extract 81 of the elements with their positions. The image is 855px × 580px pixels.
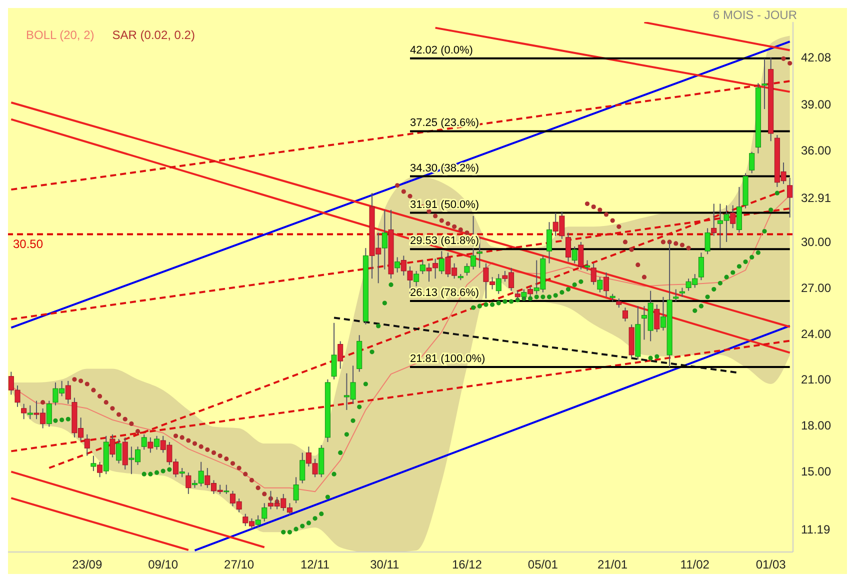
candlestick — [262, 502, 268, 522]
candlestick — [673, 288, 679, 302]
candlestick — [224, 484, 230, 494]
candlestick — [496, 274, 502, 294]
candlestick — [116, 438, 122, 464]
x-tick-label: 27/10 — [224, 558, 254, 572]
candlestick — [97, 461, 103, 478]
y-tick-label: 42.08 — [801, 50, 832, 65]
candlestick — [382, 209, 388, 270]
series-label: 21.81 (100.0%) — [410, 353, 486, 366]
candlestick — [420, 260, 426, 275]
text: SAR (0.02, 0.2) — [112, 28, 195, 42]
candlestick — [590, 262, 596, 286]
candlestick — [65, 380, 71, 404]
series-label: 34.30 (38.2%) — [410, 162, 480, 174]
candlestick — [730, 204, 736, 229]
candlestick — [679, 287, 685, 298]
x-tick-label: 09/10 — [148, 558, 178, 572]
candlestick — [154, 435, 160, 450]
y-tick-label: 36.00 — [801, 144, 832, 158]
x-tick-label: 05/01 — [528, 558, 558, 572]
chart-subtitle: 6 MOIS - JOUR — [712, 8, 797, 22]
series-label: 42.02 (0.0%) — [410, 44, 473, 56]
x-tick-label: 16/12 — [452, 558, 482, 572]
y-tick-label: 39.00 — [801, 98, 832, 112]
candlestick — [578, 241, 584, 270]
y-tick-label: 24.00 — [801, 326, 832, 341]
candlestick — [331, 322, 337, 380]
x-tick-label: 23/09 — [72, 558, 102, 572]
x-tick-label: 30/11 — [370, 558, 400, 572]
candlestick — [110, 434, 116, 458]
series-label: 26.13 (78.6%) — [410, 287, 480, 300]
candlestick — [704, 228, 710, 255]
candlestick — [603, 272, 609, 298]
y-tick-label: 32.91 — [801, 190, 832, 205]
candlestick — [438, 250, 444, 275]
candlestick — [122, 436, 128, 470]
candlestick — [21, 403, 27, 420]
candlestick — [27, 404, 33, 420]
candlestick — [293, 476, 299, 504]
candlestick — [736, 186, 742, 234]
series-label: 37.25 (23.6%) — [410, 117, 480, 130]
candlestick — [622, 307, 628, 322]
ref-line-label: 30.50 — [13, 236, 44, 251]
candlestick — [414, 270, 420, 287]
candlestick — [394, 256, 400, 273]
candlestick — [787, 177, 793, 218]
candlestick — [762, 58, 768, 110]
candlestick — [300, 452, 306, 484]
x-tick-label: 21/01 — [598, 558, 628, 572]
candlestick — [546, 222, 552, 264]
y-tick-label: 15.00 — [801, 464, 832, 478]
x-tick-label: 01/03 — [756, 558, 786, 572]
candlestick — [338, 340, 344, 370]
text: BOLL (20, 2) — [26, 28, 94, 42]
candlestick — [654, 304, 660, 333]
candlestick — [179, 467, 185, 478]
candlestick — [597, 276, 603, 293]
candlestick — [46, 400, 52, 428]
candlestick — [186, 472, 192, 494]
candlestick — [616, 298, 622, 308]
candlestick — [572, 246, 578, 264]
candlestick — [90, 455, 96, 472]
candlestick — [584, 260, 590, 272]
candlestick — [84, 434, 90, 456]
y-tick-label: 18.00 — [801, 418, 832, 432]
candlestick — [255, 514, 261, 528]
candlestick — [566, 232, 572, 262]
candlestick — [476, 236, 482, 268]
x-tick-label: 12/11 — [300, 558, 330, 572]
candlestick — [148, 436, 154, 454]
y-tick-label: 27.00 — [801, 281, 832, 296]
y-tick-label: 11.19 — [801, 522, 830, 536]
candlestick — [749, 151, 755, 174]
y-tick-label: 30.00 — [801, 235, 832, 250]
y-tick-label: 21.00 — [801, 372, 832, 387]
candlestick — [514, 290, 520, 300]
candlestick — [711, 203, 717, 236]
candlestick — [141, 434, 147, 450]
candlestick — [698, 252, 704, 281]
x-tick-label: 11/02 — [680, 558, 710, 572]
